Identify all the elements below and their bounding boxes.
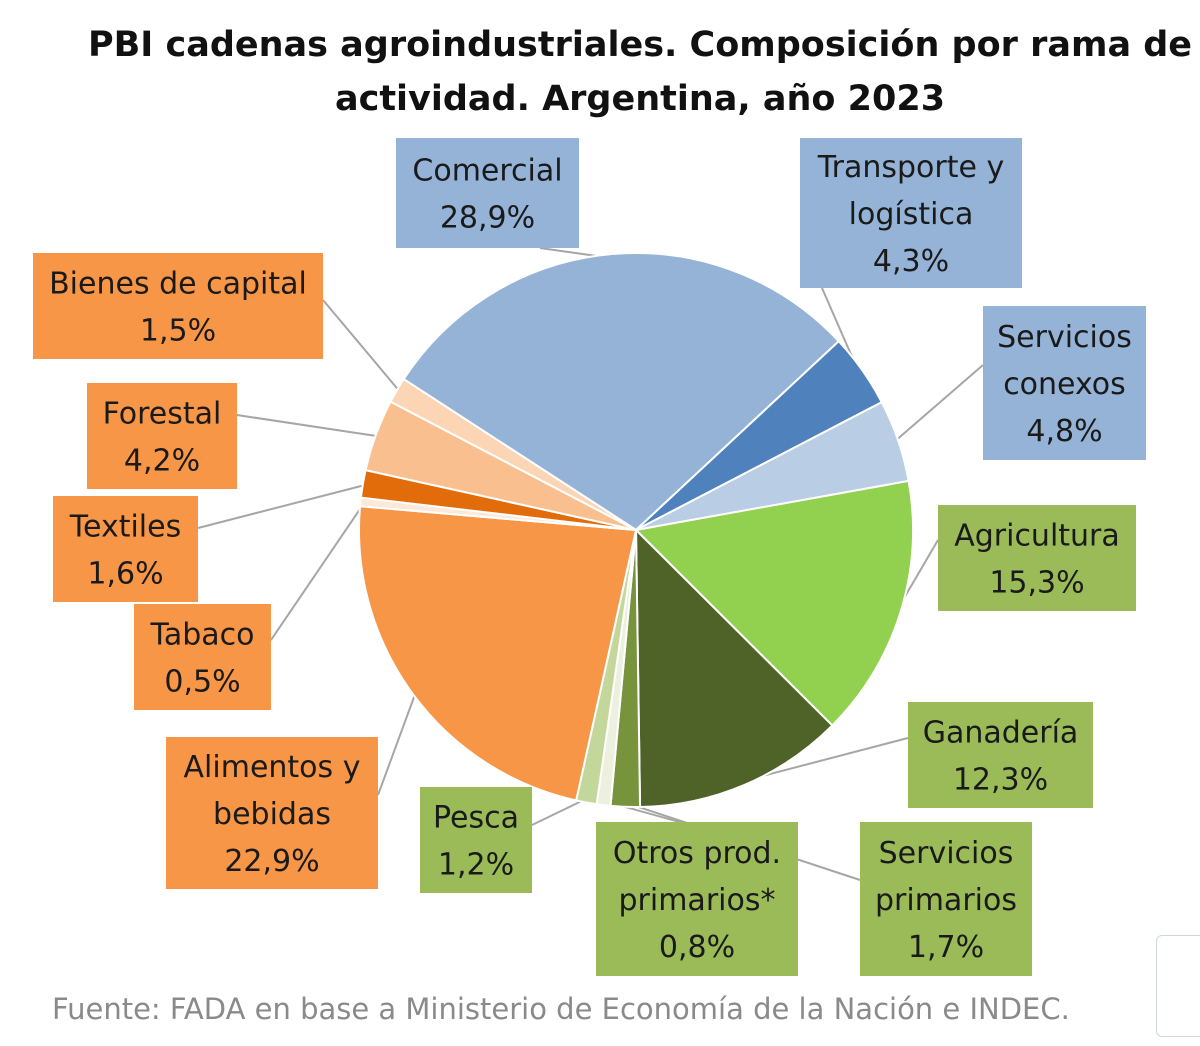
source-note: Fuente: FADA en base a Ministerio de Eco… [52, 992, 1070, 1026]
leader-line-tabaco [270, 501, 366, 641]
label-comercial: Comercial 28,9% [396, 138, 579, 248]
label-value-comercial: 28,9% [440, 201, 535, 236]
label-name-servicios-primarios: Servicios [879, 836, 1014, 871]
label-transporte-y-logistica: Transporte y logística 4,3% [800, 138, 1022, 288]
label-name-pesca: Pesca [433, 801, 519, 836]
label-value-bienes-de-capital: 1,5% [140, 314, 216, 349]
label-value-textiles: 1,6% [87, 557, 163, 592]
label-box-alimentos-y-bebidas [166, 737, 378, 889]
label-servicios-primarios: Servicios primarios 1,7% [860, 822, 1032, 976]
label-value-pesca: 1,2% [438, 848, 514, 883]
label-box-textiles [53, 496, 198, 602]
label-value-ganaderia: 12,3% [953, 763, 1048, 798]
label-tabaco: Tabaco 0,5% [134, 604, 271, 710]
label-name-transporte-y-logistica: logística [849, 197, 974, 232]
label-forestal: Forestal 4,2% [87, 383, 237, 489]
label-name-ganaderia: Ganadería [923, 716, 1079, 751]
leader-line-alimentos-y-bebidas [377, 691, 418, 796]
chart-title: PBI cadenas agroindustriales. Composició… [87, 25, 1193, 119]
label-value-transporte-y-logistica: 4,3% [873, 244, 949, 279]
label-value-tabaco: 0,5% [164, 665, 240, 700]
slice-comercial [402, 252, 841, 532]
label-box-servicios-conexos [983, 306, 1146, 460]
label-agricultura: Agricultura 15,3% [938, 505, 1136, 611]
label-box-pesca [420, 787, 532, 893]
leader-line-forestal [236, 414, 380, 438]
label-value-alimentos-y-bebidas: 22,9% [224, 844, 319, 879]
label-name-servicios-conexos: conexos [1003, 367, 1126, 402]
label-name-servicios-conexos: Servicios [997, 320, 1132, 355]
label-name-tabaco: Tabaco [149, 618, 254, 653]
label-name-bienes-de-capital: Bienes de capital [49, 267, 307, 302]
corner-panel [1156, 935, 1200, 1037]
leader-line-servicios-conexos [893, 364, 984, 443]
slice-alimentos-y-bebidas [358, 505, 638, 802]
label-name-agricultura: Agricultura [954, 519, 1120, 554]
label-otros-prod-primarios: Otros prod. primarios* 0,8% [596, 822, 798, 976]
leader-line-ganaderia [742, 737, 909, 783]
slice-ganaderia [634, 527, 834, 808]
pie-slices [358, 252, 914, 808]
label-textiles: Textiles 1,6% [53, 496, 198, 602]
label-box-tabaco [134, 604, 271, 710]
slice-bienes-de-capital [389, 377, 637, 531]
label-ganaderia: Ganadería 12,3% [908, 702, 1093, 808]
label-bienes-de-capital: Bienes de capital 1,5% [33, 253, 323, 359]
label-name-servicios-primarios: primarios [875, 883, 1017, 918]
label-box-otros-prod-primarios [596, 822, 798, 976]
label-value-servicios-primarios: 1,7% [908, 930, 984, 965]
label-name-otros-prod-primarios: Otros prod. [613, 836, 781, 871]
label-name-forestal: Forestal [103, 397, 222, 432]
label-value-otros-prod-primarios: 0,8% [659, 930, 735, 965]
label-name-transporte-y-logistica: Transporte y [817, 150, 1005, 185]
leader-line-bienes-de-capital [322, 299, 402, 393]
label-box-servicios-primarios [860, 822, 1032, 976]
label-name-comercial: Comercial [412, 154, 562, 189]
label-value-forestal: 4,2% [124, 444, 200, 479]
label-box-ganaderia [908, 702, 1093, 808]
label-box-forestal [87, 383, 237, 489]
label-servicios-conexos: Servicios conexos 4,8% [983, 306, 1146, 460]
label-value-servicios-conexos: 4,8% [1026, 414, 1102, 449]
label-box-bienes-de-capital [33, 253, 323, 359]
label-pesca: Pesca 1,2% [420, 787, 532, 893]
label-box-comercial [396, 138, 579, 248]
slice-agricultura [633, 479, 914, 727]
label-name-otros-prod-primarios: primarios* [619, 883, 776, 918]
label-name-alimentos-y-bebidas: Alimentos y [184, 750, 361, 785]
label-box-agricultura [938, 505, 1136, 611]
leader-line-textiles [197, 483, 368, 529]
label-name-textiles: Textiles [69, 510, 181, 545]
leader-line-pesca [531, 797, 588, 826]
slice-labels: Comercial 28,9% Transporte y logística 4,3% S… [33, 138, 1146, 976]
label-box-transporte-y-logistica [800, 138, 1022, 288]
label-alimentos-y-bebidas: Alimentos y bebidas 22,9% [166, 737, 378, 889]
label-value-agricultura: 15,3% [989, 566, 1084, 601]
label-name-alimentos-y-bebidas: bebidas [213, 797, 331, 832]
